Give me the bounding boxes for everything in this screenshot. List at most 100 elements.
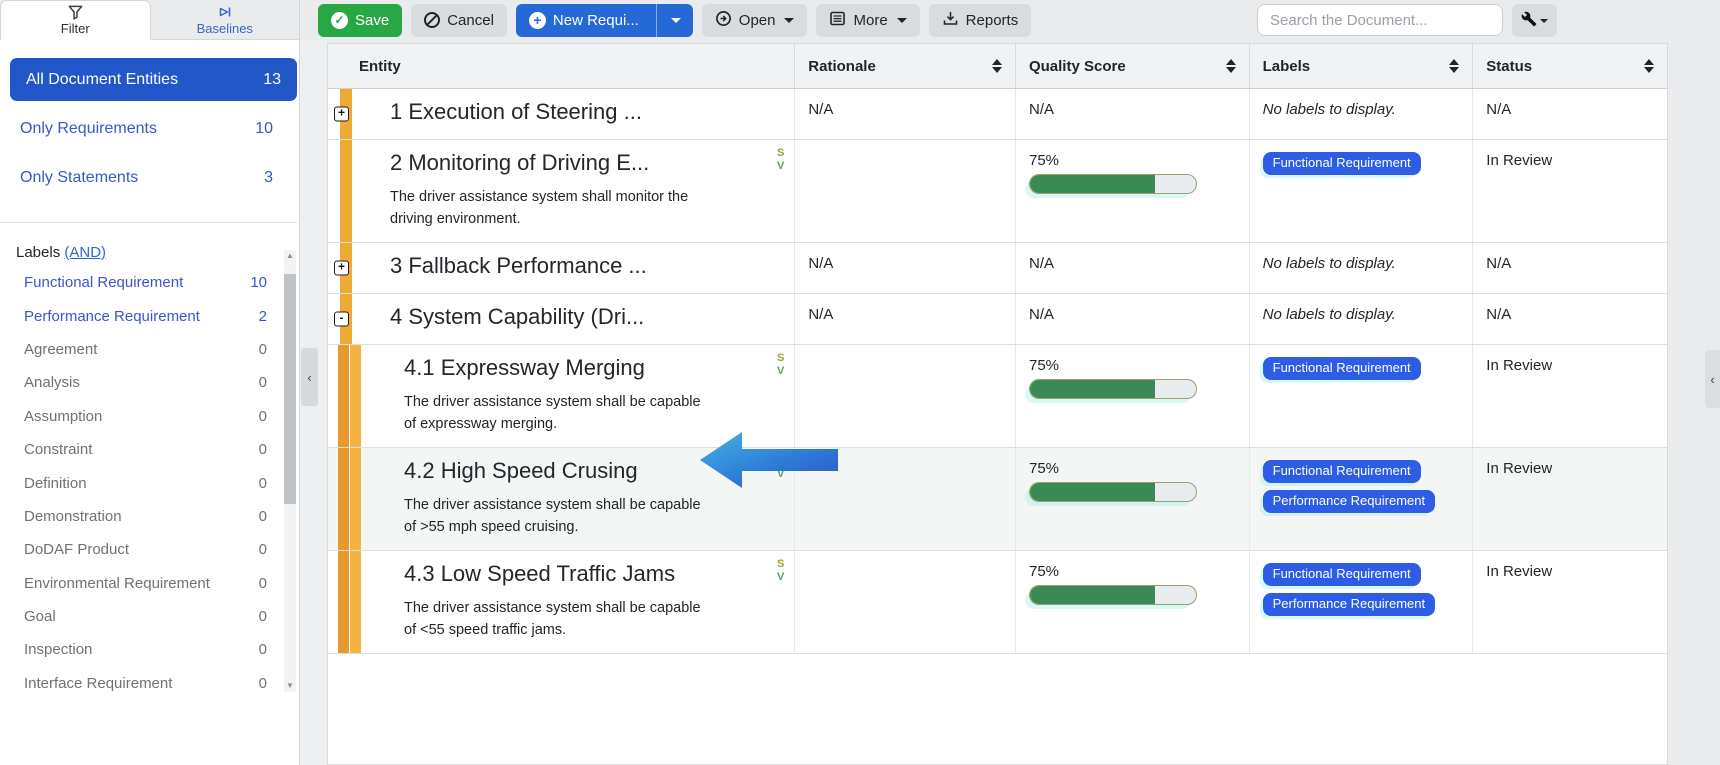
- column-header-label: Quality Score: [1028, 57, 1126, 75]
- sidebar-label-filter-item[interactable]: Assumption 0: [0, 400, 283, 433]
- sidebar-label-filter-item[interactable]: Definition 0: [0, 466, 283, 499]
- expand-toggle-icon[interactable]: -: [334, 311, 349, 327]
- document-entities-table: Entity Rationale Quality Score Labels St…: [327, 43, 1668, 765]
- sidebar-collapse-handle[interactable]: ‹: [301, 348, 318, 406]
- entity-title: 2 Monitoring of Driving E...: [390, 150, 650, 175]
- entity-title: 3 Fallback Performance ...: [390, 253, 647, 278]
- rationale-cell: [794, 448, 1015, 550]
- rationale-cell: N/A: [794, 294, 1015, 344]
- label-name: Interface Requirement: [24, 674, 173, 692]
- label-name: Demonstration: [24, 507, 122, 525]
- label-badge[interactable]: Functional Requirement: [1262, 460, 1421, 483]
- save-button[interactable]: ✓ Save: [318, 3, 403, 37]
- label-badge[interactable]: Performance Requirement: [1262, 593, 1436, 616]
- reports-button[interactable]: Reports: [928, 3, 1032, 37]
- status-cell: In Review: [1472, 551, 1667, 653]
- chevron-down-icon: [670, 17, 681, 23]
- table-row[interactable]: 4.2 High Speed Crusing The driver assist…: [328, 448, 1667, 551]
- entity-cell[interactable]: 4.3 Low Speed Traffic Jams The driver as…: [328, 551, 794, 653]
- open-button[interactable]: Open: [701, 3, 808, 37]
- filter-only-statements[interactable]: Only Statements 3: [0, 161, 297, 195]
- sidebar-label-filter-item[interactable]: Interface Requirement 0: [0, 667, 283, 695]
- document-search-input[interactable]: [1257, 4, 1503, 36]
- sidebar-label-filter-item[interactable]: Goal 0: [0, 600, 283, 633]
- chevron-down-icon: [784, 17, 795, 23]
- right-panel-collapse-handle[interactable]: ‹: [1705, 350, 1720, 408]
- table-row[interactable]: + 3 Fallback Performance ... N/A N/A No …: [328, 243, 1667, 294]
- settings-wrench-button[interactable]: [1512, 4, 1557, 37]
- sidebar-label-filter-item[interactable]: Performance Requirement 2: [0, 299, 283, 332]
- filter-sidebar: Filter Baselines All Document Entities 1…: [0, 0, 300, 765]
- label-count: 0: [258, 608, 267, 626]
- more-button[interactable]: More: [816, 3, 920, 37]
- tree-level2-stripe: [350, 448, 361, 550]
- quality-score-bar-fill: [1030, 483, 1155, 501]
- marker-s: S: [776, 147, 785, 159]
- scroll-up-arrow-icon[interactable]: ▲: [286, 251, 294, 260]
- entity-cell[interactable]: 2 Monitoring of Driving E... The driver …: [328, 140, 794, 242]
- sidebar-label-filter-item[interactable]: Analysis 0: [0, 366, 283, 399]
- expand-toggle-icon[interactable]: +: [334, 106, 349, 122]
- sort-icon[interactable]: [1449, 59, 1460, 73]
- sidebar-label-filter-item[interactable]: Inspection 0: [0, 633, 283, 666]
- save-label: Save: [355, 11, 390, 29]
- column-header[interactable]: Labels: [1248, 44, 1473, 88]
- quality-score-bar-fill: [1030, 380, 1155, 398]
- funnel-icon: [67, 4, 84, 20]
- sidebar-label-filter-item[interactable]: Demonstration 0: [0, 500, 283, 533]
- chevron-down-icon: [1540, 18, 1548, 23]
- labels-and-operator-link[interactable]: (AND): [64, 244, 107, 261]
- tree-level2-stripe: [350, 345, 361, 447]
- cancel-label: Cancel: [447, 11, 494, 29]
- sort-icon[interactable]: [991, 59, 1002, 73]
- entity-cell[interactable]: + 3 Fallback Performance ...: [328, 243, 794, 293]
- label-count: 0: [258, 574, 267, 592]
- table-row[interactable]: 4.1 Expressway Merging The driver assist…: [328, 345, 1667, 448]
- new-requirement-button[interactable]: + New Requi...: [515, 3, 693, 37]
- column-header[interactable]: Quality Score: [1014, 44, 1249, 88]
- entity-cell[interactable]: 4.1 Expressway Merging The driver assist…: [328, 345, 794, 447]
- sort-icon[interactable]: [1225, 59, 1236, 73]
- quality-score-value: 75%: [1029, 460, 1060, 477]
- label-name: Analysis: [24, 374, 80, 392]
- column-header[interactable]: Rationale: [794, 44, 1015, 88]
- filter-only-requirements[interactable]: Only Requirements 10: [0, 112, 297, 146]
- sort-icon[interactable]: [1644, 59, 1654, 73]
- column-header-label: Labels: [1262, 57, 1311, 75]
- entity-cell[interactable]: - 4 System Capability (Dri...: [328, 294, 794, 344]
- cancel-button[interactable]: Cancel: [411, 3, 507, 37]
- column-header-label: Entity: [359, 57, 401, 75]
- label-badge[interactable]: Functional Requirement: [1262, 152, 1421, 175]
- tree-level-stripe: [338, 448, 349, 550]
- table-row[interactable]: - 4 System Capability (Dri... N/A N/A No…: [328, 294, 1667, 345]
- expand-toggle-icon[interactable]: +: [334, 260, 349, 276]
- sidebar-label-filter-item[interactable]: Functional Requirement 10: [0, 266, 283, 299]
- sidebar-label-filter-item[interactable]: DoDAF Product 0: [0, 533, 283, 566]
- column-header[interactable]: Entity: [328, 44, 794, 88]
- quality-score-cell: 75%: [1015, 140, 1249, 242]
- tab-baselines[interactable]: Baselines: [151, 0, 300, 39]
- sidebar-label-filter-item[interactable]: Agreement 0: [0, 333, 283, 366]
- column-header[interactable]: Status: [1472, 44, 1667, 88]
- sidebar-label-filter-item[interactable]: Environmental Requirement 0: [0, 567, 283, 600]
- table-row[interactable]: 2 Monitoring of Driving E... The driver …: [328, 140, 1667, 243]
- table-row[interactable]: + 1 Execution of Steering ... N/A N/A No…: [328, 89, 1667, 140]
- sidebar-scrollbar[interactable]: ▲ ▼: [284, 250, 296, 692]
- entity-cell[interactable]: 4.2 High Speed Crusing The driver assist…: [328, 448, 794, 550]
- label-badge[interactable]: Functional Requirement: [1262, 563, 1421, 586]
- label-name: Agreement: [24, 340, 98, 358]
- tab-filter[interactable]: Filter: [0, 0, 151, 40]
- table-row[interactable]: 4.3 Low Speed Traffic Jams The driver as…: [328, 551, 1667, 654]
- labels-cell: No labels to display.: [1248, 243, 1473, 293]
- label-badge[interactable]: Functional Requirement: [1262, 357, 1421, 380]
- open-label: Open: [738, 11, 776, 29]
- entity-cell[interactable]: + 1 Execution of Steering ...: [328, 89, 794, 139]
- new-requirement-dropdown-toggle[interactable]: [655, 3, 693, 37]
- sidebar-label-filter-item[interactable]: Constraint 0: [0, 433, 283, 466]
- filter-all-document-entities[interactable]: All Document Entities 13: [10, 58, 297, 101]
- tree-level2-stripe: [350, 551, 361, 653]
- scrollbar-thumb[interactable]: [284, 274, 296, 504]
- label-count: 0: [258, 441, 267, 459]
- scroll-down-arrow-icon[interactable]: ▼: [286, 681, 294, 690]
- label-badge[interactable]: Performance Requirement: [1262, 490, 1436, 513]
